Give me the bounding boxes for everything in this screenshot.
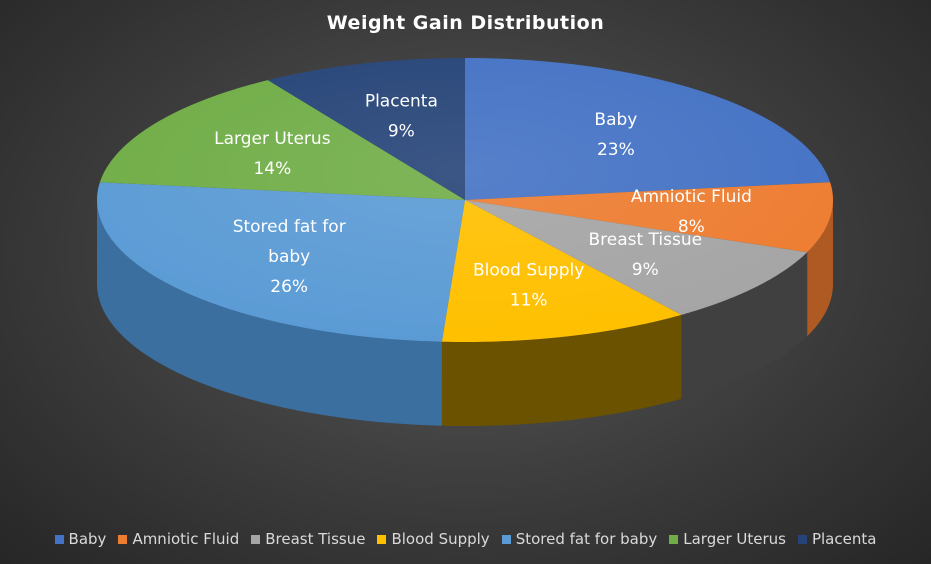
legend-item-stored-fat-for-baby: Stored fat for baby xyxy=(501,530,658,548)
side-wall-amniotic-fluid xyxy=(807,200,833,337)
label-name: baby xyxy=(268,247,310,267)
pie-side-walls xyxy=(97,200,833,426)
legend-item-baby: Baby xyxy=(54,530,107,548)
label-name: Blood Supply xyxy=(473,261,584,281)
data-label-breast-tissue: Breast Tissue 9% xyxy=(588,230,702,280)
legend-item-larger-uterus: Larger Uterus xyxy=(669,530,786,548)
label-name: Amniotic Fluid xyxy=(631,187,752,207)
slice-labels: Baby 23% Amniotic Fluid 8%Breast Tissue 9% Bl… xyxy=(214,91,752,310)
side-wall-breast-tissue xyxy=(681,252,808,399)
label-percent: 14% xyxy=(253,159,291,179)
label-name: Breast Tissue xyxy=(588,230,702,250)
legend-label: Stored fat for baby xyxy=(515,530,658,548)
legend-label: Breast Tissue xyxy=(265,530,366,548)
pie-top-shine xyxy=(97,58,833,342)
label-percent: 9% xyxy=(388,121,415,141)
data-label-baby: Baby 23% xyxy=(594,110,637,160)
chart-legend: Baby Amniotic Fluid Breast Tissue Blood Sup… xyxy=(0,530,931,548)
legend-swatch xyxy=(377,534,387,544)
label-name: Stored fat for xyxy=(233,217,346,237)
pie-slices xyxy=(97,58,833,342)
label-name: Larger Uterus xyxy=(214,129,331,149)
legend-swatch xyxy=(54,534,64,544)
legend-swatch xyxy=(118,534,128,544)
label-name: Placenta xyxy=(365,91,438,111)
legend-swatch xyxy=(251,534,261,544)
legend-label: Baby xyxy=(68,530,107,548)
chart-title: Weight Gain Distribution xyxy=(326,12,605,34)
side-wall-stored-fat-for-baby xyxy=(97,200,442,426)
legend-item-amniotic-fluid: Amniotic Fluid xyxy=(118,530,239,548)
legend-swatch xyxy=(797,534,807,544)
label-percent: 23% xyxy=(597,140,635,160)
legend-swatch xyxy=(669,534,679,544)
data-label-stored-fat-for-baby: Stored fat for baby 26% xyxy=(233,217,346,297)
side-wall-blood-supply xyxy=(441,314,682,426)
legend-item-blood-supply: Blood Supply xyxy=(377,530,490,548)
label-percent: 26% xyxy=(270,277,308,297)
legend-label: Amniotic Fluid xyxy=(132,530,240,548)
label-name: Baby xyxy=(594,110,637,130)
label-percent: 11% xyxy=(510,291,548,311)
label-percent: 9% xyxy=(632,260,659,280)
data-label-placenta: Placenta 9% xyxy=(365,91,438,141)
data-label-larger-uterus: Larger Uterus 14% xyxy=(214,129,331,179)
data-label-blood-supply: Blood Supply 11% xyxy=(473,261,584,311)
label-percent: 8% xyxy=(678,217,705,237)
legend-label: Blood Supply xyxy=(391,530,490,548)
legend-item-placenta: Placenta xyxy=(797,530,877,548)
data-label-amniotic-fluid: Amniotic Fluid 8% xyxy=(631,187,752,237)
legend-label: Larger Uterus xyxy=(683,530,786,548)
legend-label: Placenta xyxy=(811,530,877,548)
legend-swatch xyxy=(501,534,511,544)
legend-item-breast-tissue: Breast Tissue xyxy=(251,530,365,548)
